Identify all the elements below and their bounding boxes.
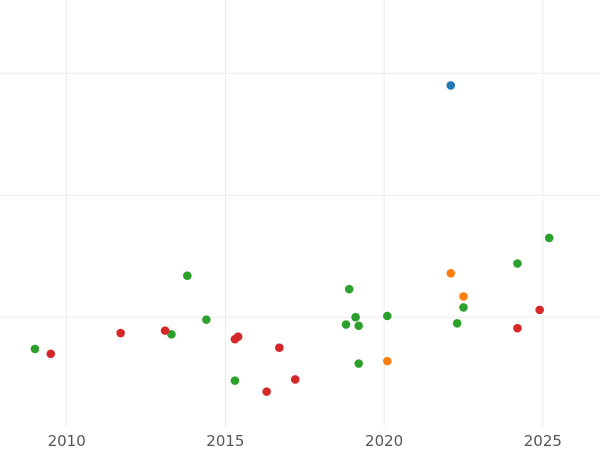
- gridlines: [0, 0, 600, 427]
- data-points: [30, 81, 554, 396]
- data-point: [230, 376, 240, 385]
- x-axis-tick-labels: 2010 2015 2020 2025: [48, 432, 562, 450]
- x-tick-label-2025: 2025: [524, 432, 562, 450]
- data-point: [535, 305, 544, 315]
- data-point: [46, 349, 56, 359]
- data-point: [354, 321, 364, 331]
- data-point: [452, 319, 462, 328]
- data-point: [290, 375, 300, 384]
- data-point: [544, 233, 554, 243]
- data-point: [446, 268, 456, 278]
- data-point: [160, 326, 170, 335]
- x-tick-label-2010: 2010: [48, 432, 86, 450]
- data-point: [459, 303, 468, 312]
- data-point: [275, 343, 284, 353]
- data-point: [233, 332, 243, 342]
- data-point: [383, 311, 392, 321]
- data-point: [354, 359, 364, 368]
- x-tick-label-2015: 2015: [206, 432, 244, 450]
- x-tick-label-2020: 2020: [365, 432, 403, 450]
- data-point: [116, 328, 125, 338]
- data-point: [262, 387, 271, 396]
- data-point: [183, 271, 192, 281]
- data-point: [513, 323, 522, 333]
- data-point: [459, 292, 468, 301]
- data-point: [351, 312, 360, 322]
- data-point: [167, 329, 176, 339]
- data-point: [446, 81, 456, 90]
- data-point: [30, 344, 40, 354]
- data-point: [383, 356, 392, 366]
- data-point: [341, 320, 351, 329]
- data-point: [202, 315, 211, 324]
- data-point: [344, 284, 354, 294]
- data-point: [513, 259, 522, 268]
